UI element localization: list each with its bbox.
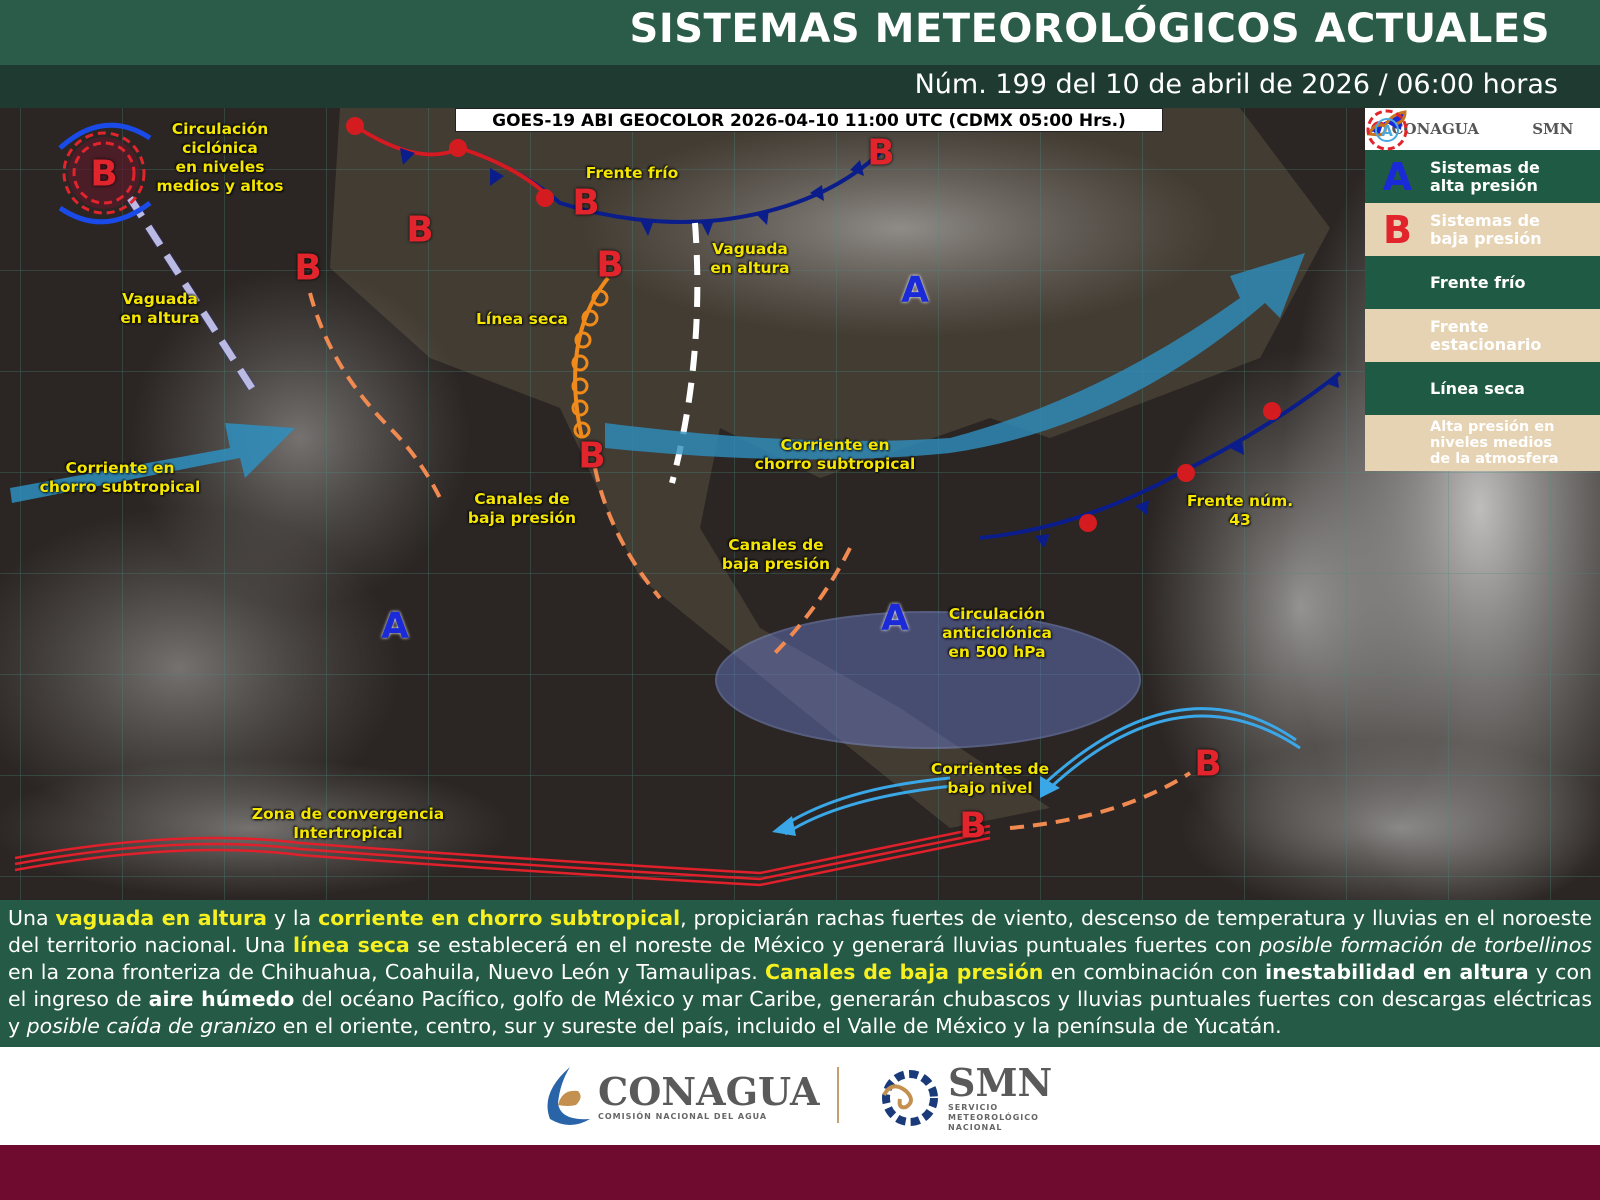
description-segment: corriente en chorro subtropical: [318, 906, 681, 930]
lat-lon-grid: [0, 108, 1600, 900]
jet-stream-arrow-center: [605, 253, 1305, 460]
jet-stream-arrow-west: [10, 423, 295, 503]
page-title: SISTEMAS METEOROLÓGICOS ACTUALES: [0, 0, 1600, 65]
low-pressure-marker: B: [406, 209, 434, 251]
label-cold-front: Frente frío: [585, 164, 679, 182]
label-jet-stream-center: Corriente en chorro subtropical: [754, 436, 916, 473]
low-level-currents: [779, 707, 1301, 836]
legend-label: Sistemas de alta presión: [1430, 157, 1540, 195]
label-low-pressure-channels-2: Canales de baja presión: [721, 536, 831, 573]
label-cyclonic-circulation: Circulación ciclónica en niveles medios …: [156, 120, 284, 195]
legend-stationary-front: Frente estacionario: [1365, 112, 1600, 362]
label-itcz: Zona de convergencia Intertropical: [251, 805, 445, 842]
legend-low-pressure: B Sistemas de baja presión: [1365, 203, 1600, 256]
label-upper-trough-east: Vaguada en altura: [710, 240, 790, 277]
description-segment: posible formación de torbellinos: [1259, 933, 1592, 957]
description-segment: posible caída de granizo: [26, 1014, 277, 1038]
legend-label: Sistemas de baja presión: [1430, 210, 1542, 248]
label-low-level-currents: Corrientes de bajo nivel: [930, 760, 1050, 797]
high-pressure-icon: A: [1382, 154, 1413, 199]
label-anticyclonic-circulation: Circulación anticiclónica en 500 hPa: [942, 605, 1052, 661]
low-pressure-marker: B: [1194, 743, 1222, 785]
itcz-line: [14, 824, 991, 887]
description-segment: línea seca: [293, 933, 410, 957]
legend-dry-line: Línea seca: [1365, 110, 1600, 415]
description-segment: y con el ingreso de: [8, 960, 1592, 1011]
anticyclone-area: [715, 611, 1141, 749]
legend-label: Frente estacionario: [1430, 316, 1542, 354]
smn-wordmark: SMN: [948, 1060, 1053, 1105]
description-segment: vaguada en altura: [55, 906, 267, 930]
cold-front-triangles: [400, 148, 864, 236]
conagua-wordmark: CONAGUA: [598, 1068, 820, 1114]
legend-label: Frente frío: [1430, 272, 1526, 292]
low-pressure-channels: [308, 292, 1192, 830]
description-segment: en el oriente, centro, sur y sureste del…: [276, 1014, 1282, 1038]
bottom-bar: [0, 1145, 1600, 1200]
map-graphics: [0, 108, 1600, 900]
smn-footer-logo: SMN SERVICIO METEOROLÓGICO NACIONAL: [872, 1063, 1052, 1133]
high-pressure-marker: A: [381, 605, 409, 647]
smn-emblem-icon: [882, 1070, 938, 1126]
svg-text:A: A: [1381, 122, 1393, 140]
label-front-43: Frente núm. 43: [1186, 492, 1294, 529]
low-pressure-marker: B: [578, 435, 606, 477]
label-dry-line: Línea seca: [476, 310, 568, 328]
high-pressure-marker: A: [901, 269, 929, 311]
legend-label: Línea seca: [1430, 378, 1525, 398]
smn-subtitle: SERVICIO METEOROLÓGICO NACIONAL: [948, 1103, 1039, 1132]
conagua-subtitle: COMISIÓN NACIONAL DEL AGUA: [598, 1111, 768, 1121]
conagua-logo: CONAGUA: [1391, 120, 1480, 138]
weather-map: GOES-19 ABI GEOCOLOR 2026-04-10 11:00 UT…: [0, 108, 1600, 900]
upper-trough-west: [127, 196, 258, 395]
description-segment: Una: [8, 906, 56, 930]
low-pressure-marker: B: [90, 153, 118, 195]
legend-label: Alta presión en niveles medios de la atm…: [1430, 419, 1559, 467]
logo-divider: [837, 1067, 839, 1123]
label-jet-stream-west: Corriente en chorro subtropical: [39, 459, 201, 496]
description-segment: en la zona fronteriza de Chihuahua, Coah…: [8, 960, 765, 984]
description-segment: Canales de baja presión: [765, 960, 1044, 984]
description-segment: del océano Pacífico, golfo de México y m…: [8, 987, 1592, 1038]
low-pressure-marker: B: [572, 182, 600, 224]
warm-front-bumps: [346, 117, 554, 207]
forecast-description: Una vaguada en altura y la corriente en …: [0, 900, 1600, 1047]
low-pressure-marker: B: [959, 805, 987, 847]
description-segment: aire húmedo: [148, 987, 295, 1011]
description-segment: se establecerá en el noreste de México y…: [409, 933, 1260, 957]
cyclonic-circulation-icon: [58, 122, 152, 225]
label-low-pressure-channels-1: Canales de baja presión: [467, 490, 577, 527]
conagua-emblem-icon: [547, 1067, 590, 1125]
low-pressure-marker: B: [867, 132, 895, 174]
footer-logos: CONAGUA COMISIÓN NACIONAL DEL AGUA SMN SER…: [0, 1047, 1600, 1145]
description-segment: , propiciarán rachas fuertes de viento, …: [8, 906, 1592, 957]
smn-logo: SMN: [1532, 120, 1574, 138]
description-segment: y la: [266, 906, 319, 930]
legend-cold-front: Frente frío: [1365, 112, 1600, 309]
label-upper-trough-west: Vaguada en altura: [120, 290, 200, 327]
description-segment: en combinación con: [1043, 960, 1266, 984]
low-pressure-marker: B: [294, 247, 322, 289]
bulletin-subtitle: Núm. 199 del 10 de abril de 2026 / 06:00…: [0, 65, 1600, 108]
high-pressure-marker: A: [881, 597, 909, 639]
legend-high-pressure: A Sistemas de alta presión: [1365, 150, 1600, 203]
legend-mid-level-high: A Alta presión en niveles medios de la at…: [1365, 109, 1600, 471]
satellite-caption: GOES-19 ABI GEOCOLOR 2026-04-10 11:00 UT…: [455, 108, 1163, 132]
description-segment: inestabilidad en altura: [1265, 960, 1529, 984]
low-pressure-icon: B: [1383, 207, 1412, 252]
conagua-footer-logo: CONAGUA COMISIÓN NACIONAL DEL AGUA: [540, 1063, 819, 1129]
low-pressure-marker: B: [596, 244, 624, 286]
